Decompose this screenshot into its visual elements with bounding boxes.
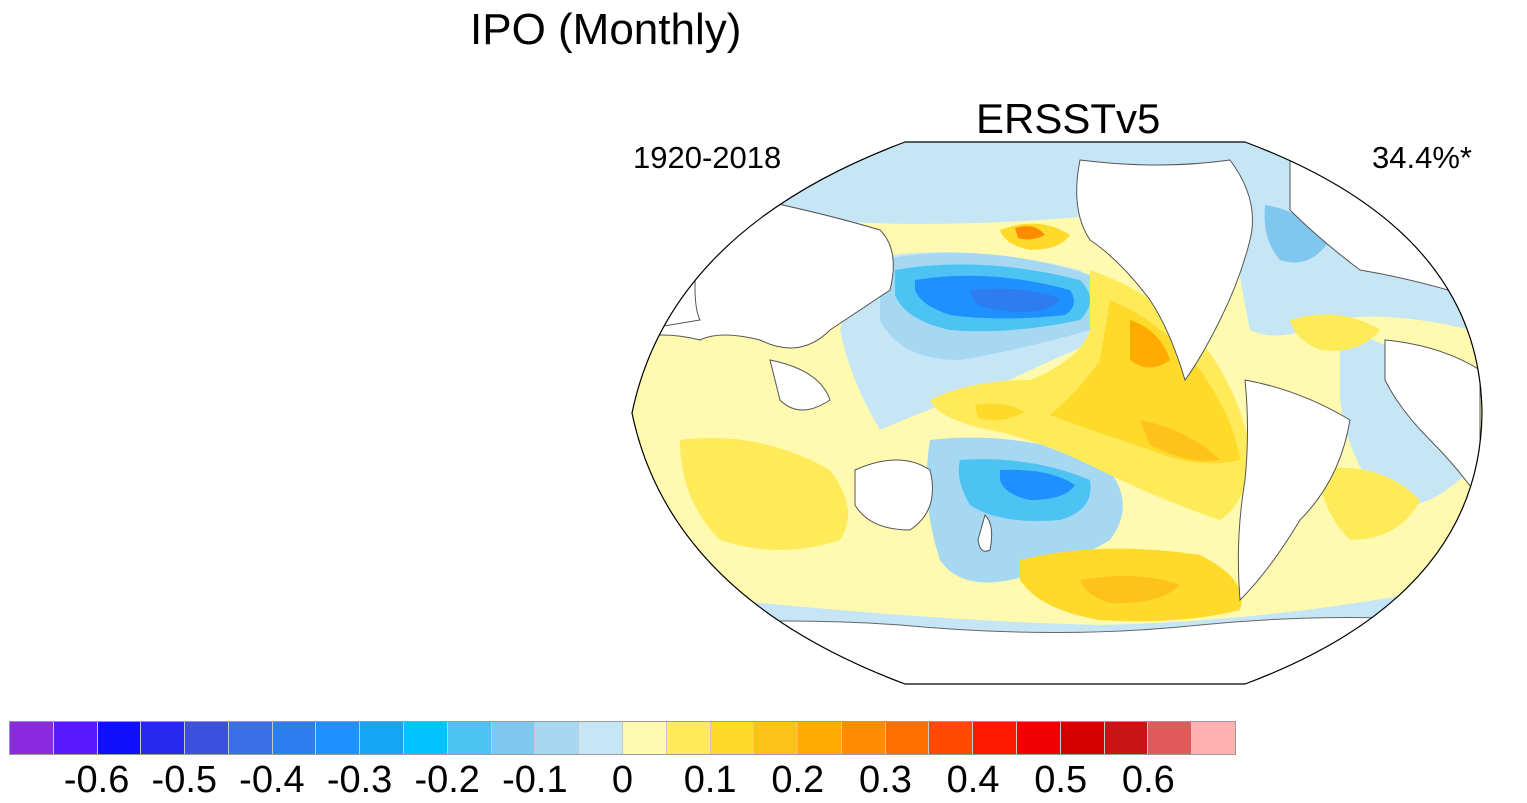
field-labrador-cool xyxy=(1264,205,1330,263)
colorbar-swatch xyxy=(535,722,580,754)
colorbar-tick-labels: -0.6 -0.5 -0.4 -0.3 -0.2 -0.1 0 0.1 0.2 0.3 0.4 0.5… xyxy=(0,758,1527,802)
field-north-atlantic-warm xyxy=(1290,314,1380,351)
colorbar-swatch xyxy=(228,722,273,754)
colorbar-swatch xyxy=(1104,722,1149,754)
colorbar-tick-label: 0 xyxy=(611,759,634,801)
colorbar-swatch xyxy=(53,722,98,754)
field-north-pacific-core xyxy=(970,288,1060,312)
colorbar-swatch xyxy=(1148,722,1193,754)
field-east-pacific-warm-2 xyxy=(1050,300,1240,464)
colorbar-tick-label: 0.4 xyxy=(946,759,1000,801)
colorbar xyxy=(9,721,1236,755)
colorbar-swatch xyxy=(141,722,186,754)
dataset-title: ERSSTv5 xyxy=(976,95,1161,142)
africa-land xyxy=(1384,339,1481,502)
colorbar-swatch xyxy=(1060,722,1105,754)
sst-pattern-map xyxy=(631,141,1483,685)
colorbar-swatch xyxy=(622,722,667,754)
colorbar-swatch xyxy=(272,722,317,754)
colorbar-swatch xyxy=(754,722,799,754)
field-southern-ocean-warm-core xyxy=(1080,576,1180,604)
colorbar-swatch xyxy=(1192,722,1235,754)
field-east-pacific-warm-3 xyxy=(1130,320,1170,368)
figure-title: IPO (Monthly) xyxy=(470,5,742,54)
colorbar-swatch xyxy=(404,722,448,754)
field-south-atlantic-warm xyxy=(1320,468,1420,540)
field-indian-ocean-warm xyxy=(680,438,848,550)
map-boundary xyxy=(631,141,1483,685)
colorbar-swatch xyxy=(579,722,623,754)
colorbar-swatch xyxy=(929,722,974,754)
colorbar-swatch xyxy=(973,722,1017,754)
map-field xyxy=(632,142,1482,684)
colorbar-swatch xyxy=(1016,722,1061,754)
colorbar-tick-label: -0.4 xyxy=(239,759,305,801)
period-label: 1920-2018 xyxy=(633,140,782,175)
colorbar-swatch xyxy=(491,722,536,754)
colorbar-tick-label: -0.5 xyxy=(151,759,218,801)
colorbar-swatch xyxy=(10,722,54,754)
colorbar-swatch xyxy=(798,722,842,754)
colorbar-swatch xyxy=(185,722,229,754)
colorbar-swatch xyxy=(841,722,886,754)
colorbar-tick-label: 0.6 xyxy=(1121,759,1175,801)
field-east-pacific-warm-4 xyxy=(1140,420,1220,461)
field-south-pacific-core xyxy=(1000,469,1075,500)
colorbar-tick-label: 0.5 xyxy=(1034,759,1088,801)
variance-explained-label: 34.4%* xyxy=(1372,140,1472,175)
colorbar-swatch xyxy=(885,722,930,754)
colorbar-tick-label: 0.1 xyxy=(683,759,737,801)
field-bering-warm-core xyxy=(1015,226,1045,240)
colorbar-swatch xyxy=(666,722,711,754)
colorbar-swatch xyxy=(316,722,361,754)
colorbar-swatch xyxy=(710,722,755,754)
colorbar-tick-label: -0.6 xyxy=(63,759,130,801)
australia-land xyxy=(854,459,933,531)
colorbar-tick-label: 0.2 xyxy=(771,759,825,801)
new-zealand-land xyxy=(977,514,993,552)
southeast-asia-land xyxy=(769,359,831,411)
colorbar-swatch xyxy=(447,722,492,754)
north-america-land xyxy=(1076,159,1253,382)
colorbar-tick-label: -0.3 xyxy=(326,759,393,801)
colorbar-tick-label: -0.1 xyxy=(502,759,568,801)
colorbar-swatch xyxy=(97,722,142,754)
field-central-pacific-warm xyxy=(975,403,1025,421)
colorbar-tick-label: 0.3 xyxy=(859,759,912,801)
south-america-land xyxy=(1237,379,1351,602)
colorbar-tick-label: -0.2 xyxy=(414,759,480,801)
colorbar-swatch xyxy=(360,722,405,754)
